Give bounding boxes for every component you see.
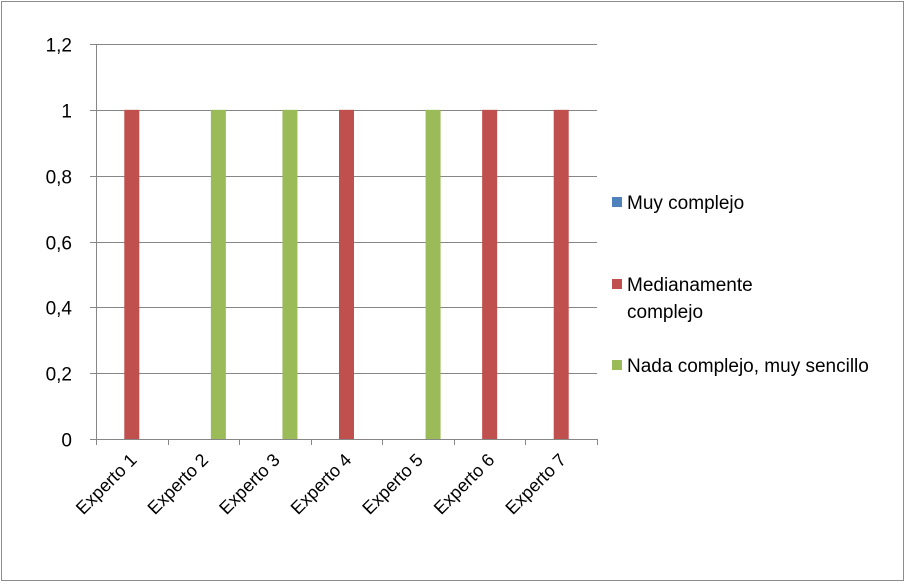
bar [425, 109, 441, 439]
legend-swatch [612, 197, 622, 207]
x-category-label: Experto 2 [144, 450, 213, 519]
y-tick-label: 0,2 [46, 365, 72, 386]
bar [339, 109, 354, 439]
x-category-label: Experto 7 [501, 450, 570, 519]
legend-label: Muy complejo [627, 193, 745, 214]
legend-item: Nada complejo, muy sencillo [612, 353, 877, 380]
legend-swatch [612, 360, 622, 370]
y-tick-label: 0,6 [46, 234, 72, 255]
y-tick-label: 0,4 [46, 299, 73, 320]
legend-swatch [612, 279, 622, 289]
legend-label: Nada complejo, muy sencillo [627, 356, 869, 377]
x-category-label: Experto 1 [72, 450, 141, 519]
y-tick-label: 1,2 [46, 36, 72, 57]
bar [210, 109, 226, 439]
x-category-label: Experto 5 [358, 450, 427, 519]
legend-item: Muy complejo [612, 190, 877, 217]
x-category-label: Experto 3 [215, 450, 284, 519]
y-tick-label: 0 [61, 431, 72, 452]
bar [553, 109, 569, 439]
legend-label: Medianamente complejo [627, 275, 753, 323]
bar [482, 109, 498, 439]
x-category-label: Experto 4 [287, 450, 356, 519]
y-tick-label: 1 [61, 102, 72, 123]
y-tick-label: 0,8 [46, 168, 72, 189]
bar [124, 109, 140, 439]
bar [282, 109, 298, 439]
legend-item: Medianamente complejo [612, 272, 817, 326]
x-category-label: Experto 6 [430, 450, 499, 519]
